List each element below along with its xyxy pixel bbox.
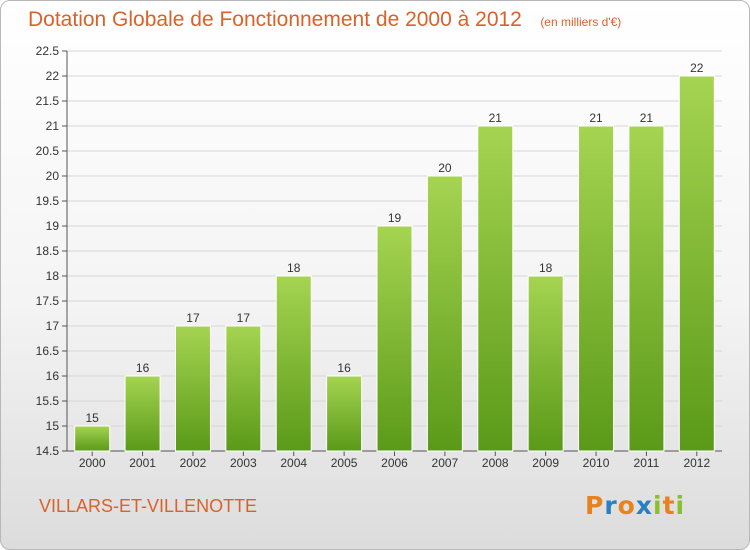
data-label: 15 — [86, 411, 100, 425]
data-label: 19 — [388, 211, 402, 225]
y-tick-label: 19.5 — [36, 194, 60, 208]
x-tick-label: 2008 — [482, 456, 509, 470]
bar — [578, 125, 615, 452]
bar — [628, 125, 665, 452]
labels: 14.5 15 15.5 16 16.5 17 17.5 18 18.5 19 19.5 20 20.5… — [36, 44, 711, 470]
chart-title-block: Dotation Globale de Fonctionnement de 20… — [28, 8, 621, 32]
x-tick-label: 2003 — [230, 456, 257, 470]
logo-letter: P — [585, 491, 605, 520]
y-tick-label: 21.5 — [36, 94, 60, 108]
bar — [174, 325, 211, 452]
y-tick-label: 17.5 — [36, 294, 60, 308]
logo-letter: r — [604, 491, 618, 520]
logo-letter: o — [617, 491, 636, 520]
bar — [225, 325, 262, 452]
y-tick-label: 15.5 — [36, 394, 60, 408]
x-tick-label: 2010 — [583, 456, 610, 470]
x-tick-label: 2012 — [683, 456, 710, 470]
data-label: 17 — [237, 311, 251, 325]
x-tick-label: 2001 — [129, 456, 156, 470]
data-label: 18 — [539, 261, 553, 275]
x-tick-label: 2005 — [331, 456, 358, 470]
bar — [124, 375, 161, 452]
x-tick-label: 2011 — [634, 456, 660, 470]
unit-note: (en milliers d'€) — [540, 15, 622, 29]
y-tick-label: 21 — [46, 119, 60, 133]
chart-title: Dotation Globale de Fonctionnement de 20… — [28, 8, 522, 31]
data-label: 21 — [489, 111, 503, 125]
bar — [426, 175, 463, 452]
x-tick-label: 2006 — [381, 456, 408, 470]
y-tick-label: 18.5 — [36, 244, 60, 258]
logo-letter: x — [635, 491, 653, 520]
data-label: 22 — [690, 61, 704, 75]
x-tick-label: 2000 — [79, 456, 106, 470]
x-tick-label: 2004 — [280, 456, 307, 470]
logo-letter: t — [662, 491, 676, 520]
logo-letter: i — [653, 491, 663, 520]
bar — [678, 75, 715, 452]
data-label: 16 — [337, 361, 351, 375]
y-tick-label: 20 — [46, 169, 60, 183]
y-tick-label: 17 — [46, 319, 60, 333]
city-name: VILLARS-ET-VILLENOTTE — [39, 496, 258, 516]
bar — [326, 375, 363, 452]
data-label: 18 — [287, 261, 301, 275]
y-tick-label: 16 — [46, 369, 60, 383]
data-label: 17 — [186, 311, 200, 325]
x-tick-label: 2009 — [532, 456, 559, 470]
bar — [527, 275, 564, 452]
y-tick-label: 22 — [46, 69, 60, 83]
y-tick-label: 22.5 — [36, 44, 60, 58]
y-tick-label: 14.5 — [36, 444, 60, 458]
y-tick-label: 16.5 — [36, 344, 60, 358]
proxiti-logo: Proxiti — [585, 491, 685, 520]
data-label: 20 — [438, 161, 452, 175]
y-tick-label: 15 — [46, 419, 60, 433]
y-tick-label: 20.5 — [36, 144, 60, 158]
y-tick-label: 19 — [46, 219, 60, 233]
bars — [74, 75, 715, 452]
bar — [74, 425, 111, 452]
data-label: 16 — [136, 361, 150, 375]
data-label: 21 — [640, 111, 654, 125]
data-label: 21 — [589, 111, 603, 125]
bar — [477, 125, 514, 452]
bar — [376, 225, 413, 452]
bar — [275, 275, 312, 452]
x-tick-label: 2007 — [432, 456, 459, 470]
logo-letter: i — [675, 491, 686, 520]
y-tick-label: 18 — [46, 269, 60, 283]
x-tick-label: 2002 — [180, 456, 207, 470]
